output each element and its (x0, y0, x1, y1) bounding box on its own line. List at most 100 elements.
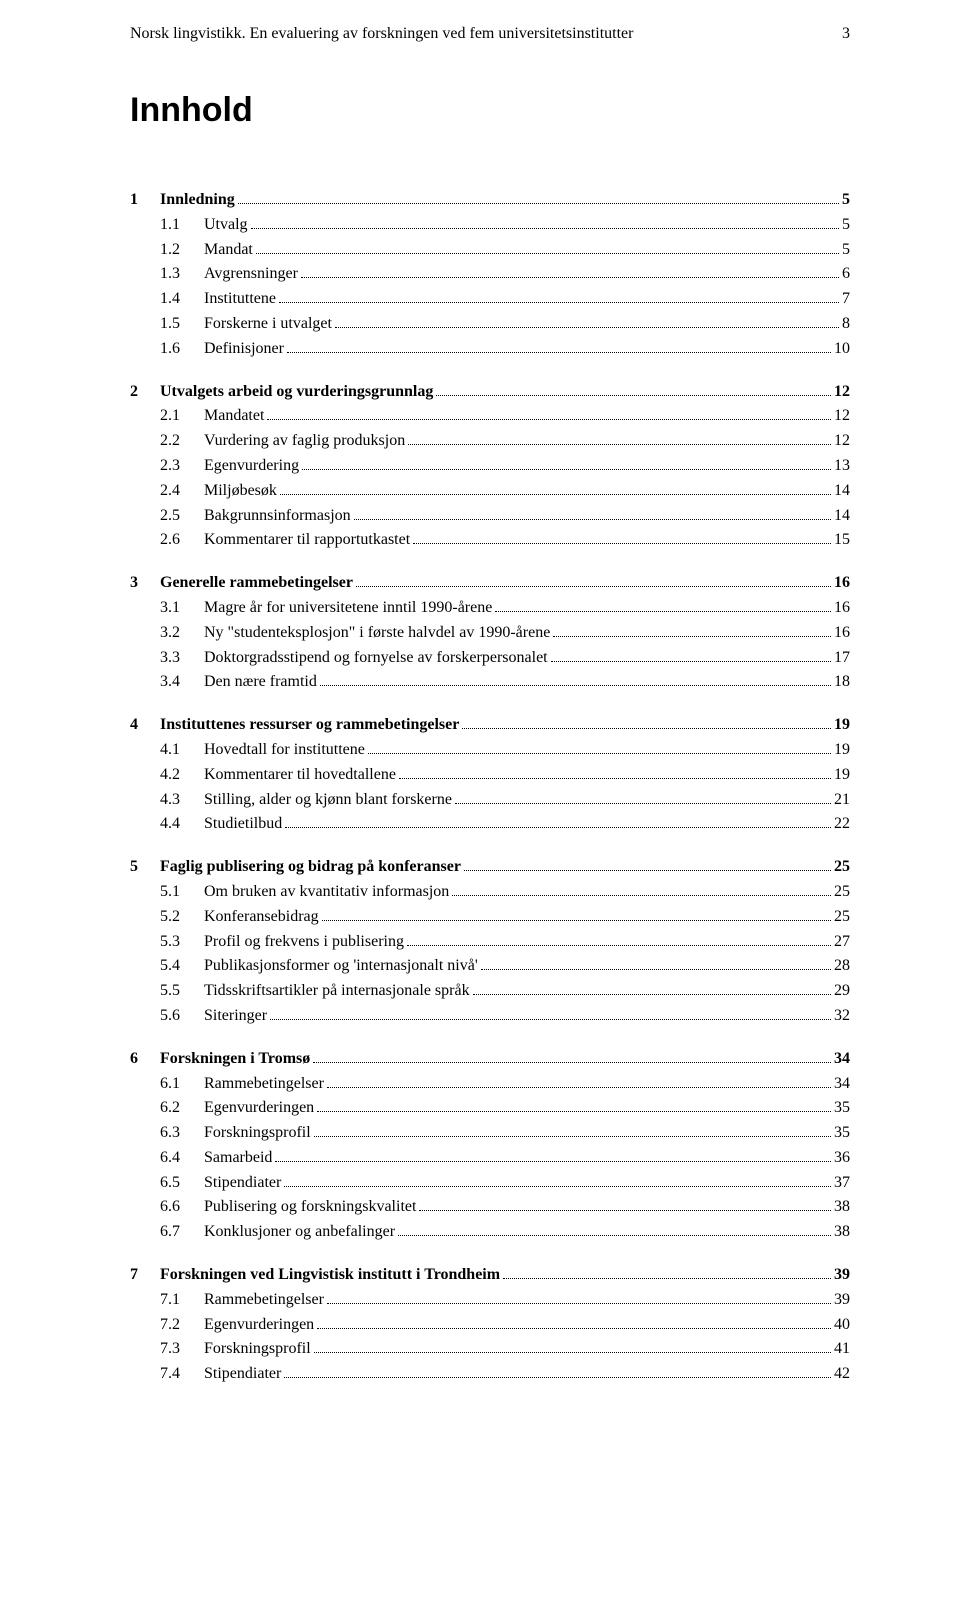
toc-section-page: 41 (834, 1337, 850, 1362)
toc-leader-dots (481, 969, 831, 970)
toc-section-page: 5 (842, 213, 850, 238)
page-title: Innhold (130, 91, 850, 130)
toc-section-number: 2.6 (160, 528, 204, 553)
toc-section-number: 5.3 (160, 930, 204, 955)
toc-section-row: 6.5Stipendiater 37 (160, 1171, 850, 1196)
toc-section-title: Kommentarer til rapportutkastet (204, 528, 410, 553)
toc-leader-dots (408, 444, 831, 445)
toc-section-number: 7.3 (160, 1337, 204, 1362)
toc-section-row: 6.2Egenvurderingen35 (160, 1096, 850, 1121)
toc-section-row: 3.2Ny "studenteksplosjon" i første halvd… (160, 621, 850, 646)
toc-section-page: 40 (834, 1313, 850, 1338)
toc-section-title: Egenvurderingen (204, 1096, 314, 1121)
toc-leader-dots (503, 1278, 831, 1279)
toc-section-row: 5.2Konferansebidrag25 (160, 905, 850, 930)
toc-leader-dots (368, 753, 831, 754)
toc-section-page: 12 (834, 404, 850, 429)
toc-chapter-page: 25 (834, 855, 850, 880)
toc-section-title: Stipendiater (204, 1171, 281, 1196)
toc-section-page: 16 (834, 621, 850, 646)
toc-section-row: 5.1Om bruken av kvantitativ informasjon2… (160, 880, 850, 905)
toc-section-page: 22 (834, 812, 850, 837)
page-header: Norsk lingvistikk. En evaluering av fors… (130, 25, 850, 43)
toc-section-title: Publisering og forskningskvalitet (204, 1195, 416, 1220)
toc-section-number: 6.7 (160, 1220, 204, 1245)
toc-section-title: Utvalg (204, 213, 248, 238)
toc-section-number: 6.3 (160, 1121, 204, 1146)
toc-leader-dots (285, 827, 831, 828)
toc-section-title: Tidsskriftsartikler på internasjonale sp… (204, 979, 470, 1004)
toc-leader-dots (320, 685, 831, 686)
toc-section-row: 1.2Mandat5 (160, 238, 850, 263)
toc-section-title: Vurdering av faglig produksjon (204, 429, 405, 454)
toc-leader-dots (495, 611, 831, 612)
toc-section-number: 1.4 (160, 287, 204, 312)
toc-section-number: 2.2 (160, 429, 204, 454)
toc-section-row: 4.1Hovedtall for instituttene19 (160, 738, 850, 763)
toc-section-title: Konferansebidrag (204, 905, 319, 930)
toc-section-number: 7.1 (160, 1288, 204, 1313)
toc-section-page: 32 (834, 1004, 850, 1029)
toc-chapter: 1Innledning51.1Utvalg51.2Mandat51.3Avgre… (130, 188, 850, 362)
toc-section-page: 16 (834, 596, 850, 621)
toc-chapter-title: Innledning (160, 188, 235, 213)
toc-section-number: 5.4 (160, 954, 204, 979)
toc-section-page: 35 (834, 1096, 850, 1121)
toc-section-number: 5.6 (160, 1004, 204, 1029)
toc-section-row: 2.4Miljøbesøk14 (160, 479, 850, 504)
toc-section-title: Rammebetingelser (204, 1288, 324, 1313)
toc-chapter-row: 7Forskningen ved Lingvistisk institutt i… (130, 1263, 850, 1288)
toc-section-title: Egenvurderingen (204, 1313, 314, 1338)
toc-leader-dots (419, 1210, 831, 1211)
toc-leader-dots (313, 1062, 831, 1063)
toc-section-number: 1.6 (160, 337, 204, 362)
toc-section-title: Stilling, alder og kjønn blant forskerne (204, 788, 452, 813)
toc-leader-dots (279, 302, 839, 303)
toc-section-number: 6.5 (160, 1171, 204, 1196)
toc-section-page: 5 (842, 238, 850, 263)
toc-section-title: Egenvurdering (204, 454, 299, 479)
toc-section-row: 5.3Profil og frekvens i publisering27 (160, 930, 850, 955)
toc-section-number: 1.2 (160, 238, 204, 263)
table-of-contents: 1Innledning51.1Utvalg51.2Mandat51.3Avgre… (130, 188, 850, 1387)
toc-chapter-number: 5 (130, 855, 160, 880)
toc-leader-dots (317, 1111, 831, 1112)
toc-section-title: Ny "studenteksplosjon" i første halvdel … (204, 621, 550, 646)
toc-leader-dots (267, 419, 831, 420)
toc-section-page: 14 (834, 504, 850, 529)
toc-section-title: Forskningsprofil (204, 1121, 311, 1146)
toc-chapter: 4Instituttenes ressurser og rammebetinge… (130, 713, 850, 837)
toc-section-title: Siteringer (204, 1004, 267, 1029)
toc-section-row: 7.1Rammebetingelser39 (160, 1288, 850, 1313)
toc-section-row: 3.3Doktorgradsstipend og fornyelse av fo… (160, 646, 850, 671)
toc-chapter-title: Generelle rammebetingelser (160, 571, 353, 596)
toc-section-number: 1.5 (160, 312, 204, 337)
toc-chapter-number: 6 (130, 1047, 160, 1072)
toc-leader-dots (436, 395, 831, 396)
toc-chapter-row: 2Utvalgets arbeid og vurderingsgrunnlag1… (130, 380, 850, 405)
toc-section-number: 3.1 (160, 596, 204, 621)
toc-section-title: Konklusjoner og anbefalinger (204, 1220, 395, 1245)
toc-chapter-row: 5Faglig publisering og bidrag på konfera… (130, 855, 850, 880)
toc-chapter-number: 2 (130, 380, 160, 405)
toc-chapter-page: 39 (834, 1263, 850, 1288)
toc-section-page: 37 (834, 1171, 850, 1196)
toc-section-row: 7.3Forskningsprofil41 (160, 1337, 850, 1362)
toc-section-page: 42 (834, 1362, 850, 1387)
toc-section-page: 17 (834, 646, 850, 671)
toc-chapter-row: 3Generelle rammebetingelser16 (130, 571, 850, 596)
toc-leader-dots (452, 895, 831, 896)
toc-section-title: Profil og frekvens i publisering (204, 930, 404, 955)
toc-section-number: 4.2 (160, 763, 204, 788)
toc-section-page: 18 (834, 670, 850, 695)
toc-leader-dots (473, 994, 831, 995)
toc-section-title: Avgrensninger (204, 262, 298, 287)
toc-leader-dots (464, 870, 831, 871)
toc-section-number: 7.4 (160, 1362, 204, 1387)
toc-section-row: 5.6Siteringer 32 (160, 1004, 850, 1029)
toc-section-number: 4.1 (160, 738, 204, 763)
toc-chapter-title: Instituttenes ressurser og rammebetingel… (160, 713, 459, 738)
toc-section-page: 6 (842, 262, 850, 287)
toc-leader-dots (287, 352, 831, 353)
toc-chapter-title: Faglig publisering og bidrag på konferan… (160, 855, 461, 880)
